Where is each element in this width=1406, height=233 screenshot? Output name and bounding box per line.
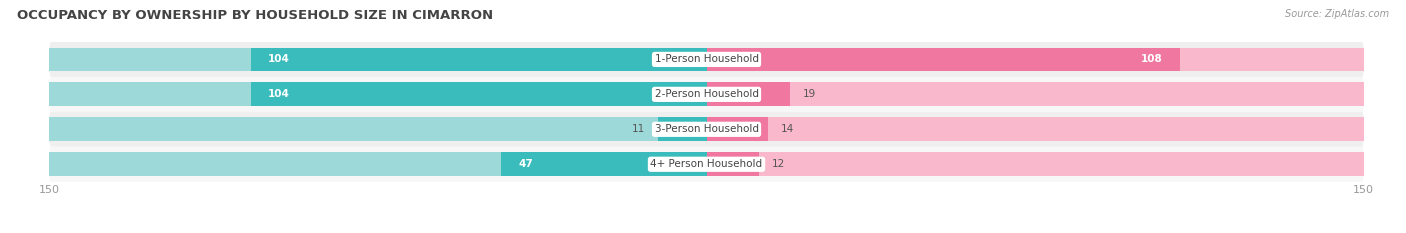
Bar [707,152,1364,176]
Bar [250,82,707,106]
Bar [707,82,790,106]
FancyBboxPatch shape [49,112,1364,147]
Text: 3-Person Household: 3-Person Household [655,124,758,134]
Text: 47: 47 [517,159,533,169]
Bar [707,48,1180,71]
Text: 108: 108 [1140,55,1163,64]
Text: 12: 12 [772,159,786,169]
Text: 14: 14 [780,124,794,134]
Text: 11: 11 [631,124,645,134]
Bar [49,48,707,71]
Bar [707,117,1364,141]
FancyBboxPatch shape [49,147,1364,182]
Bar [707,48,1364,71]
Text: 1-Person Household: 1-Person Household [655,55,758,64]
Bar [658,117,707,141]
Bar [49,117,707,141]
Text: 4+ Person Household: 4+ Person Household [651,159,762,169]
Bar [707,152,759,176]
Text: Source: ZipAtlas.com: Source: ZipAtlas.com [1285,9,1389,19]
Bar [707,82,1364,106]
Bar [250,48,707,71]
FancyBboxPatch shape [49,77,1364,112]
Text: OCCUPANCY BY OWNERSHIP BY HOUSEHOLD SIZE IN CIMARRON: OCCUPANCY BY OWNERSHIP BY HOUSEHOLD SIZE… [17,9,494,22]
Bar [49,82,707,106]
Bar [49,152,707,176]
Bar [501,152,707,176]
Bar [707,117,768,141]
FancyBboxPatch shape [49,42,1364,77]
Text: 19: 19 [803,89,815,99]
Text: 104: 104 [269,55,290,64]
Text: 2-Person Household: 2-Person Household [655,89,758,99]
Text: 104: 104 [269,89,290,99]
